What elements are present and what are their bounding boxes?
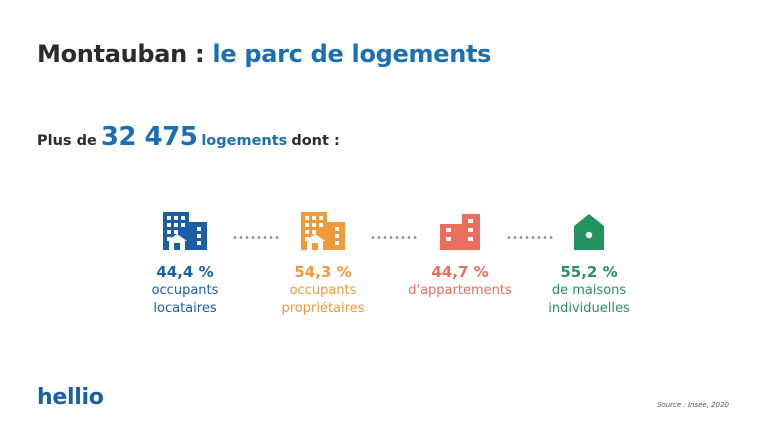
summary-number: 32 475 — [100, 122, 198, 152]
title-place: Montauban : — [37, 40, 205, 68]
housing-summary: Plus de 32 475 logements dont : — [37, 122, 340, 152]
stat-tenants: 44,4 % occupants locataires — [110, 212, 260, 317]
dotted-separator — [370, 236, 418, 239]
apartment-building-icon — [163, 212, 207, 250]
stat-percent: 44,7 % — [431, 263, 489, 281]
summary-suffix: dont : — [291, 133, 340, 149]
stat-percent: 54,3 % — [294, 263, 352, 281]
hellio-logo: hellio — [37, 385, 104, 410]
stat-label-line1: d'appartements — [408, 283, 512, 298]
stat-label-line1: de maisons — [551, 283, 627, 298]
dotted-separator — [506, 236, 554, 239]
page-title: Montauban : le parc de logements — [37, 40, 491, 68]
stat-owners: 54,3 % occupants propriétaires — [248, 212, 398, 317]
stat-label-line2: individuelles — [548, 301, 630, 316]
stat-label-line2: locataires — [153, 301, 217, 316]
stat-label-line1: occupants — [289, 283, 357, 298]
title-subject: le parc de logements — [212, 40, 492, 68]
stat-label-line2: propriétaires — [281, 301, 365, 316]
stat-percent: 44,4 % — [156, 263, 214, 281]
house-icon — [574, 214, 604, 250]
stat-apartments: 44,7 % d'appartements — [385, 212, 535, 299]
apartment-icon — [440, 214, 480, 250]
apartment-building-icon — [301, 212, 345, 250]
stat-houses: 55,2 % de maisons individuelles — [514, 212, 664, 317]
source-note: Source : Insee, 2020 — [656, 401, 729, 409]
stat-percent: 55,2 % — [560, 263, 618, 281]
stat-label-line1: occupants — [151, 283, 219, 298]
summary-prefix: Plus de — [37, 133, 97, 149]
dotted-separator — [232, 236, 280, 239]
summary-unit: logements — [201, 133, 288, 149]
